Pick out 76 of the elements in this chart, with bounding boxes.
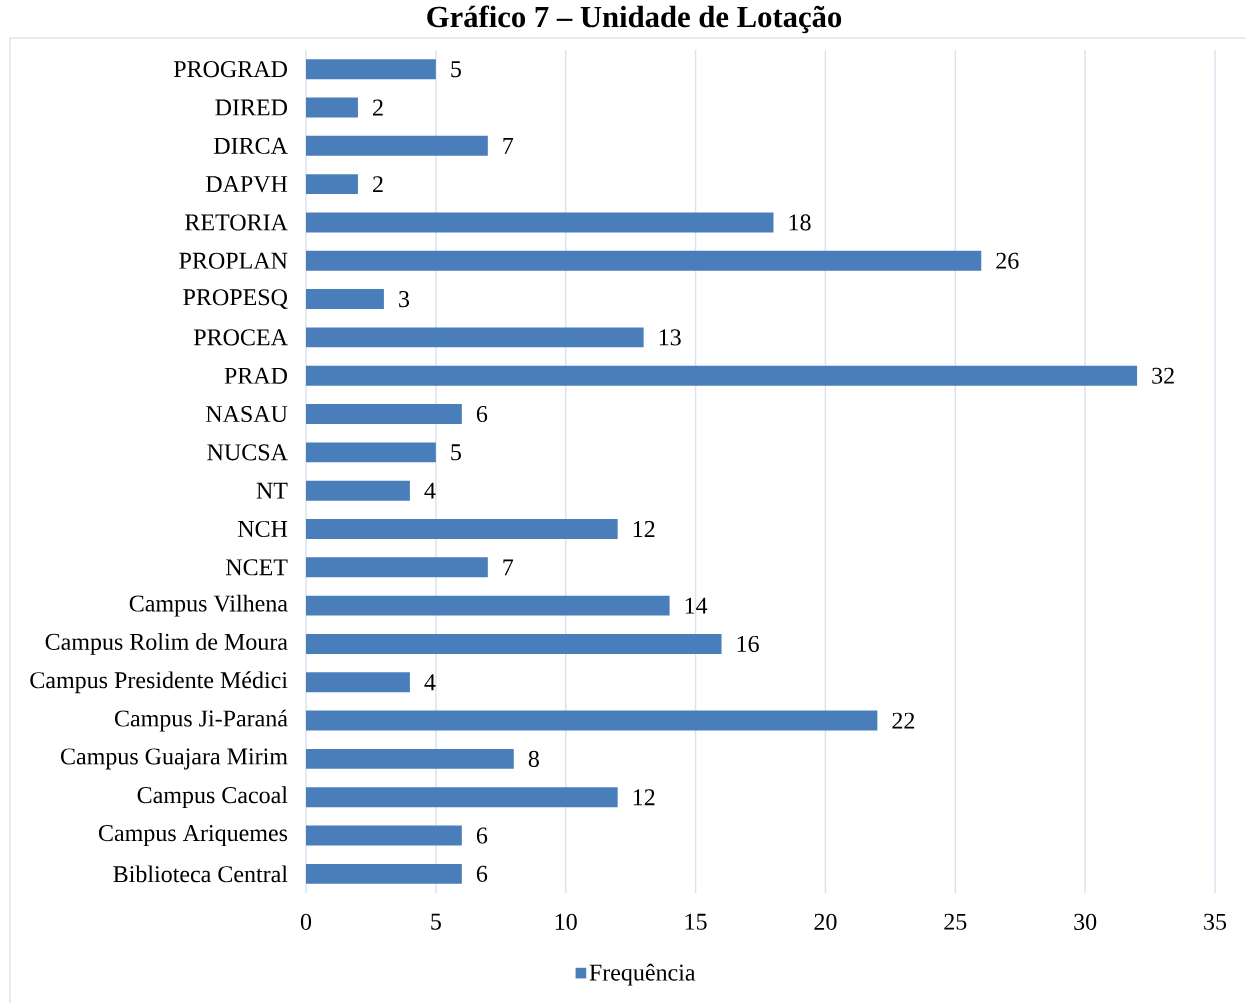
y-tick-label: Campus Rolim de Moura bbox=[45, 633, 288, 655]
data-label: 13 bbox=[659, 329, 681, 346]
y-tick-label: Campus Vilhena bbox=[129, 594, 288, 617]
bar bbox=[306, 174, 358, 195]
y-tick-label: Campus Presidente Médici bbox=[30, 671, 288, 694]
chart-title: Gráfico 7 – Unidade de Lotação bbox=[427, 5, 842, 34]
y-tick-label: Campus Ariquemes bbox=[98, 825, 288, 847]
x-tick-label: 20 bbox=[814, 913, 837, 930]
data-label: 7 bbox=[503, 137, 514, 154]
x-tick-label: 15 bbox=[685, 913, 707, 930]
data-label: 12 bbox=[633, 521, 655, 537]
data-label: 2 bbox=[373, 176, 383, 193]
bar bbox=[306, 863, 462, 884]
y-tick-label: PRAD bbox=[224, 367, 287, 384]
y-tick-label: RETORIA bbox=[185, 214, 288, 231]
data-label: 26 bbox=[996, 252, 1019, 269]
bar bbox=[306, 710, 878, 731]
bar bbox=[306, 97, 358, 118]
bar bbox=[306, 212, 774, 233]
bar bbox=[306, 327, 644, 348]
y-tick-label: NCH bbox=[237, 520, 288, 538]
data-label: 6 bbox=[476, 827, 488, 844]
data-label: 4 bbox=[424, 482, 436, 499]
bar bbox=[306, 672, 410, 693]
y-tick-label: NCET bbox=[225, 559, 288, 576]
y-tick-label: Campus Cacoal bbox=[137, 786, 288, 809]
data-label: 8 bbox=[528, 750, 539, 767]
y-tick-label: NUCSA bbox=[207, 444, 288, 461]
bar bbox=[306, 633, 722, 654]
y-tick-label: DAPVH bbox=[205, 176, 288, 193]
data-label: 22 bbox=[892, 712, 915, 729]
y-tick-label: PROPESQ bbox=[183, 289, 288, 309]
bar bbox=[306, 480, 410, 501]
y-tick-label: PROGRAD bbox=[173, 61, 287, 78]
bar bbox=[306, 289, 384, 310]
bar bbox=[306, 557, 488, 578]
x-tick-label: 0 bbox=[300, 913, 312, 930]
y-tick-label: PROCEA bbox=[193, 329, 288, 346]
data-label: 16 bbox=[737, 635, 759, 652]
data-label: 32 bbox=[1152, 367, 1174, 384]
data-label: 6 bbox=[476, 865, 488, 882]
y-tick-label: DIRED bbox=[215, 99, 287, 116]
data-label: 5 bbox=[451, 444, 461, 461]
bar bbox=[306, 748, 514, 769]
data-label: 18 bbox=[789, 214, 811, 231]
x-tick-label: 30 bbox=[1074, 913, 1097, 930]
data-label: 12 bbox=[633, 789, 655, 806]
data-label: 4 bbox=[424, 674, 436, 691]
bar bbox=[306, 365, 1138, 386]
bar bbox=[306, 135, 488, 156]
bar bbox=[306, 595, 670, 616]
y-tick-label: DIRCA bbox=[213, 137, 288, 154]
x-tick-label: 10 bbox=[555, 913, 577, 930]
bar bbox=[306, 250, 982, 271]
y-tick-label: PROPLAN bbox=[179, 252, 288, 269]
y-tick-label: NT bbox=[256, 482, 288, 499]
data-label: 7 bbox=[503, 559, 514, 576]
data-label: 6 bbox=[476, 405, 488, 423]
bar bbox=[306, 825, 462, 846]
data-label: 2 bbox=[373, 99, 383, 116]
bar bbox=[306, 404, 462, 424]
data-label: 3 bbox=[399, 291, 410, 308]
x-tick-label: 35 bbox=[1204, 913, 1227, 930]
x-tick-label: 25 bbox=[944, 913, 967, 930]
y-tick-label: Biblioteca Central bbox=[113, 865, 288, 883]
bar bbox=[306, 519, 618, 539]
data-label: 5 bbox=[451, 61, 461, 78]
y-tick-label: NASAU bbox=[205, 405, 288, 423]
legend-label: Frequência bbox=[589, 963, 696, 986]
bar bbox=[306, 59, 436, 80]
data-label: 14 bbox=[685, 597, 708, 614]
bar bbox=[306, 787, 618, 808]
bar bbox=[306, 442, 436, 463]
x-tick-label: 5 bbox=[431, 913, 441, 930]
y-tick-label: Campus Guajara Mirim bbox=[60, 748, 288, 770]
y-tick-label: Campus Ji-Paraná bbox=[114, 709, 288, 732]
